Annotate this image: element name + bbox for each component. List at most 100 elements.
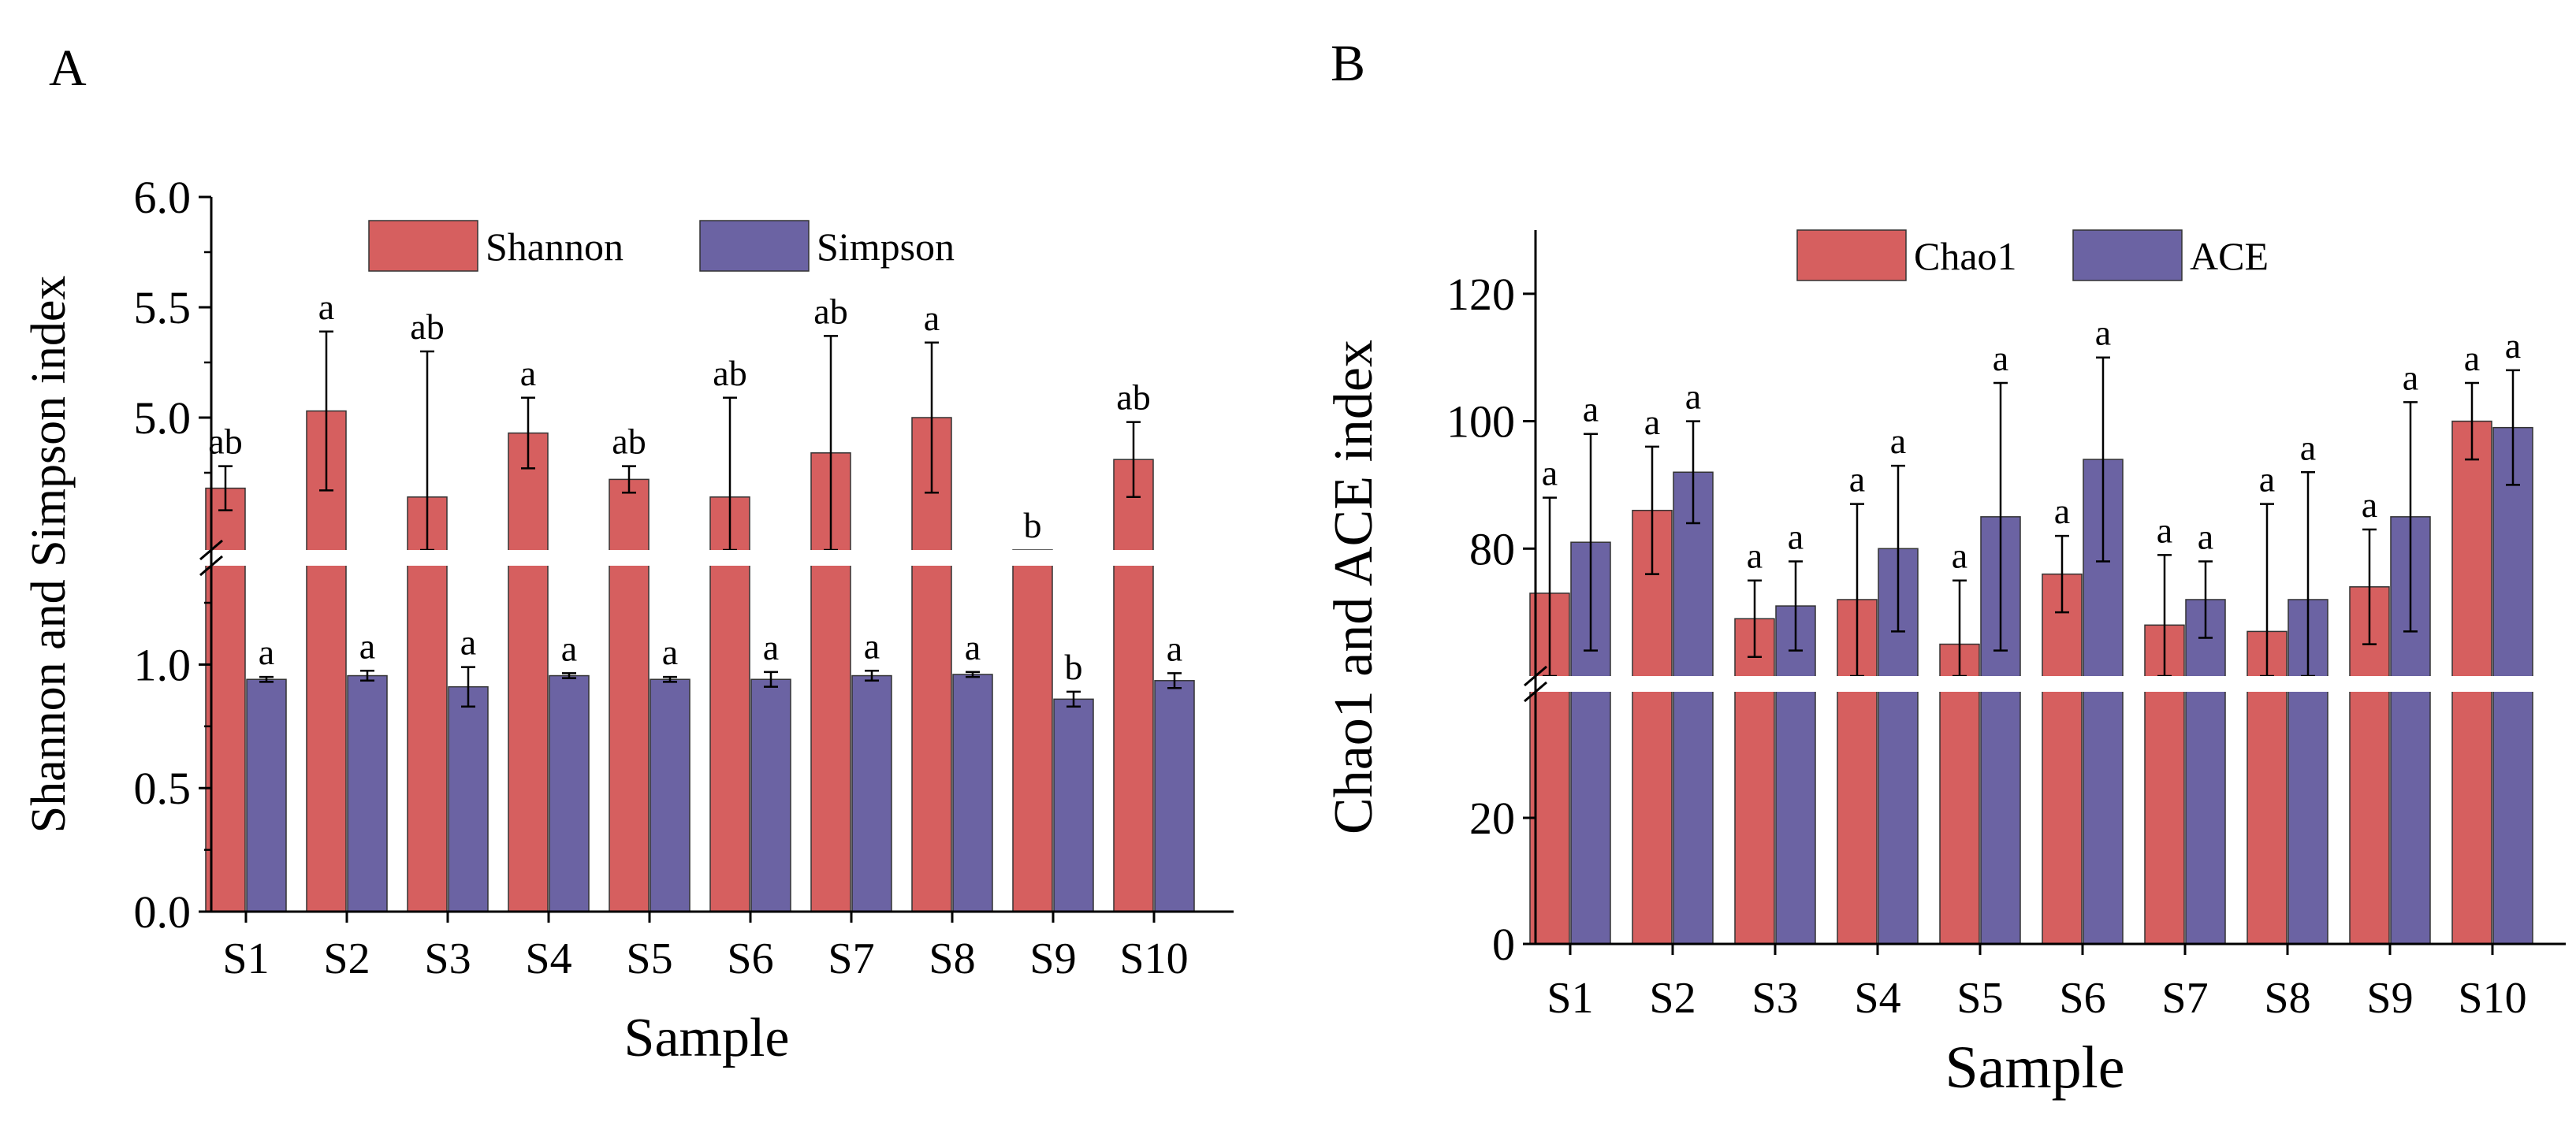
bar-simpson-S8 — [952, 674, 993, 912]
legend-label-simpson: Simpson — [817, 225, 955, 269]
legend-label-shannon: Shannon — [486, 225, 624, 269]
significance-letter-shannon-S9: b — [1024, 505, 1042, 545]
bar-chao1-S9 — [2349, 586, 2390, 945]
x-tick-label: S6 — [2059, 974, 2105, 1023]
significance-letter-ace-S7: a — [2198, 516, 2213, 556]
axis-break-mark — [1524, 665, 1547, 687]
x-tick-label: S5 — [1956, 974, 2003, 1023]
legend-swatch-ace — [2072, 229, 2183, 281]
significance-letter-simpson-S5: a — [662, 632, 678, 672]
significance-letter-ace-S1: a — [1583, 389, 1599, 429]
significance-letter-shannon-S7: ab — [813, 291, 847, 331]
bar-shannon-S6 — [709, 496, 750, 912]
significance-letter-chao1-S9: a — [2362, 485, 2377, 525]
bar-simpson-S2 — [347, 674, 388, 912]
x-tick-label: S1 — [222, 934, 269, 983]
x-tick-label: S5 — [626, 934, 672, 983]
significance-letter-chao1-S8: a — [2259, 459, 2275, 500]
legend-label-chao1: Chao1 — [1914, 234, 2017, 278]
bar-shannon-S4 — [508, 432, 549, 912]
bar-simpson-S5 — [650, 678, 691, 912]
legend-swatch-shannon — [368, 220, 478, 272]
significance-letter-shannon-S10: ab — [1116, 377, 1150, 418]
x-tick-label: S9 — [1029, 934, 1076, 983]
bar-chao1-S2 — [1632, 510, 1673, 945]
significance-letter-ace-S5: a — [1993, 338, 2008, 378]
bar-shannon-S3 — [407, 496, 448, 912]
bar-simpson-S1 — [246, 678, 287, 912]
bar-simpson-S10 — [1154, 680, 1195, 912]
significance-letter-shannon-S5: ab — [612, 422, 646, 462]
significance-letter-simpson-S2: a — [359, 626, 375, 666]
x-tick-label: S8 — [2264, 974, 2310, 1023]
x-tick-label: S4 — [1854, 974, 1900, 1023]
bar-chao1-S3 — [1734, 618, 1775, 945]
x-tick-label: S9 — [2366, 974, 2413, 1023]
significance-letter-ace-S6: a — [2095, 313, 2111, 353]
bar-shannon-S2 — [306, 410, 347, 912]
significance-letter-shannon-S4: a — [520, 353, 536, 393]
y-tick-label: 1.0 — [134, 639, 192, 690]
y-tick-label: 100 — [1446, 396, 1515, 448]
bar-simpson-S9 — [1053, 698, 1094, 912]
panel-label: B — [1331, 35, 1365, 92]
bar-chao1-S6 — [2042, 573, 2083, 945]
significance-letter-shannon-S3: ab — [410, 307, 444, 347]
significance-letter-simpson-S9: b — [1065, 647, 1083, 687]
significance-letter-ace-S10: a — [2505, 325, 2521, 366]
bar-ace-S7 — [2185, 599, 2226, 945]
significance-letter-ace-S2: a — [1685, 377, 1701, 417]
bar-shannon-S10 — [1113, 459, 1154, 912]
significance-letter-simpson-S3: a — [460, 622, 476, 663]
axis-break-gap — [195, 550, 1234, 566]
x-tick-label: S10 — [2458, 974, 2526, 1023]
x-axis-title: Sample — [1945, 1035, 2125, 1101]
axis-break-gap — [1520, 676, 2566, 692]
x-tick-label: S7 — [2161, 974, 2208, 1023]
significance-letter-simpson-S10: a — [1167, 628, 1182, 668]
bar-simpson-S6 — [750, 678, 791, 912]
panel-label: A — [49, 39, 87, 97]
significance-letter-shannon-S8: a — [924, 298, 940, 338]
x-tick-label: S4 — [525, 934, 571, 983]
x-tick-label: S1 — [1547, 974, 1593, 1023]
bar-ace-S2 — [1673, 471, 1714, 945]
x-tick-label: S3 — [1751, 974, 1798, 1023]
legend-swatch-simpson — [699, 220, 810, 272]
x-tick-label: S2 — [1649, 974, 1696, 1023]
x-tick-label: S10 — [1119, 934, 1188, 983]
bar-simpson-S7 — [851, 674, 892, 912]
y-axis-title: Shannon and Simpson index — [22, 276, 76, 834]
axis-break-mark — [199, 555, 223, 577]
significance-letter-chao1-S10: a — [2464, 338, 2480, 378]
x-tick-label: S8 — [929, 934, 975, 983]
y-tick-label: 0 — [1492, 919, 1515, 970]
x-tick-label: S3 — [424, 934, 471, 983]
x-tick-label: S2 — [323, 934, 370, 983]
y-tick-label: 0.5 — [134, 763, 192, 814]
significance-letter-chao1-S3: a — [1747, 536, 1763, 576]
bar-shannon-S9 — [1012, 549, 1053, 912]
y-tick-label: 120 — [1446, 269, 1515, 320]
y-tick-label: 5.0 — [134, 392, 192, 444]
significance-letter-shannon-S2: a — [318, 287, 334, 327]
panel-A: Aab a S1 a a S2 ab a S3 a a S4 ab a S5 ab a S6 ab a S7 a a S8 b b… — [22, 39, 1234, 1068]
significance-letter-chao1-S5: a — [1952, 536, 1967, 576]
bar-simpson-S4 — [549, 674, 590, 912]
y-axis-title: Chao1 and ACE index — [1323, 340, 1384, 834]
significance-letter-chao1-S1: a — [1542, 453, 1558, 493]
significance-letter-chao1-S7: a — [2157, 510, 2172, 550]
y-tick-label: 80 — [1469, 523, 1515, 574]
legend-label-ace: ACE — [2190, 234, 2269, 278]
legend-swatch-chao1 — [1796, 229, 1907, 281]
significance-letter-shannon-S1: ab — [208, 422, 242, 462]
axis-break-mark — [1524, 681, 1547, 703]
y-tick-label: 5.5 — [134, 282, 192, 333]
significance-letter-chao1-S4: a — [1849, 459, 1865, 500]
significance-letter-chao1-S2: a — [1644, 402, 1660, 442]
significance-letter-simpson-S6: a — [763, 627, 779, 667]
significance-letter-simpson-S7: a — [864, 626, 880, 666]
x-tick-label: S6 — [727, 934, 773, 983]
significance-letter-simpson-S8: a — [965, 627, 981, 667]
